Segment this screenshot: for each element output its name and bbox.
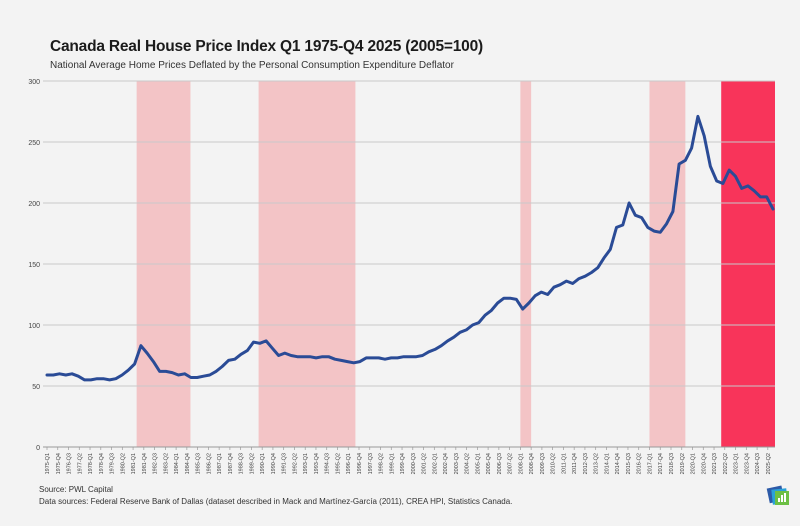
x-tick-label: 2021-Q3 [712, 453, 718, 474]
x-tick-label: 1984-Q1 [174, 453, 180, 474]
x-tick-label: 2004-Q2 [465, 453, 471, 474]
chart-title: Canada Real House Price Index Q1 1975-Q4… [50, 38, 483, 55]
x-tick-label: 1995-Q2 [335, 453, 341, 474]
series-line [45, 114, 775, 382]
series [45, 114, 775, 382]
x-tick-label: 2002-Q1 [432, 453, 438, 474]
x-tick-label: 2015-Q3 [626, 453, 632, 474]
x-tick-label: 1996-Q1 [346, 453, 352, 474]
x-tick-label: 1979-Q3 [110, 453, 116, 474]
x-tick-label: 1999-Q1 [389, 453, 395, 474]
x-tick-label: 2023-Q4 [744, 453, 750, 474]
x-tick-label: 1990-Q1 [260, 453, 266, 474]
gridlines [43, 80, 775, 448]
y-tick-label: 100 [28, 323, 40, 330]
x-tick-label: 2014-Q1 [604, 453, 610, 474]
x-tick-label: 2008-Q1 [518, 453, 524, 474]
x-tick-label: 2008-Q4 [529, 453, 535, 474]
x-tick-label: 2003-Q3 [454, 453, 460, 474]
x-tick-label: 1987-Q4 [228, 453, 234, 474]
data-sources-text: Data sources: Federal Reserve Bank of Da… [39, 497, 513, 506]
x-tick-label: 2020-Q4 [701, 453, 707, 474]
x-tick-label: 2020-Q1 [691, 453, 697, 474]
x-tick-label: 2009-Q3 [540, 453, 546, 474]
x-tick-label: 1978-Q4 [99, 453, 105, 474]
x-tick-label: 1999-Q4 [400, 453, 406, 474]
y-tick-label: 150 [28, 262, 40, 269]
x-tick-label: 1987-Q1 [217, 453, 223, 474]
x-tick-label: 2001-Q2 [422, 453, 428, 474]
x-tick-label: 2016-Q2 [637, 453, 643, 474]
x-tick-label: 2025-Q2 [766, 453, 772, 474]
x-tick-label: 1988-Q3 [239, 453, 245, 474]
x-tick-label: 2013-Q2 [594, 453, 600, 474]
x-tick-label: 1991-Q3 [282, 453, 288, 474]
x-tick-label: 1993-Q1 [303, 453, 309, 474]
source-text: Source: PWL Capital [39, 485, 113, 494]
x-tick-label: 1996-Q4 [357, 453, 363, 474]
x-tick-label: 2018-Q3 [669, 453, 675, 474]
x-tick-label: 1980-Q2 [120, 453, 126, 474]
x-tick-label: 2017-Q1 [647, 453, 653, 474]
bar-chart-logo-icon [766, 483, 790, 507]
x-tick-label: 1990-Q4 [271, 453, 277, 474]
x-tick-label: 2011-Q1 [561, 453, 567, 474]
x-tick-label: 2019-Q2 [680, 453, 686, 474]
x-tick-label: 2017-Q4 [658, 453, 664, 474]
x-tick-label: 1992-Q2 [292, 453, 298, 474]
y-tick-label: 300 [28, 79, 40, 86]
x-tick-label: 1998-Q2 [379, 453, 385, 474]
x-tick-label: 1986-Q2 [206, 453, 212, 474]
x-tick-label: 1984-Q4 [185, 453, 191, 474]
x-tick-label: 1981-Q1 [131, 453, 137, 474]
x-tick-label: 1978-Q1 [88, 453, 94, 474]
x-tick-label: 1976-Q3 [67, 453, 73, 474]
x-tick-label: 2002-Q4 [443, 453, 449, 474]
x-tick-label: 1994-Q3 [325, 453, 331, 474]
chart-subtitle: National Average Home Prices Deflated by… [50, 60, 454, 71]
y-tick-label: 250 [28, 140, 40, 147]
x-tick-label: 2010-Q2 [551, 453, 557, 474]
x-tick-label: 2007-Q2 [508, 453, 514, 474]
x-tick-label: 1982-Q3 [153, 453, 159, 474]
x-tick-label: 1975-Q1 [45, 453, 51, 474]
x-tick-label: 1997-Q3 [368, 453, 374, 474]
x-tick-label: 2011-Q4 [572, 453, 578, 474]
x-tick-label: 2024-Q3 [755, 453, 761, 474]
x-tick-label: 1977-Q2 [77, 453, 83, 474]
x-tick-label: 2006-Q3 [497, 453, 503, 474]
x-tick-label: 2000-Q3 [411, 453, 417, 474]
x-tick-label: 2022-Q2 [723, 453, 729, 474]
x-tick-label: 1993-Q4 [314, 453, 320, 474]
x-tick-label: 1985-Q3 [196, 453, 202, 474]
x-tick-label: 2014-Q4 [615, 453, 621, 474]
y-tick-label: 50 [32, 384, 40, 391]
y-tick-label: 0 [36, 445, 40, 452]
x-tick-label: 2005-Q1 [475, 453, 481, 474]
x-tick-label: 2012-Q3 [583, 453, 589, 474]
x-tick-label: 1975-Q4 [56, 453, 62, 474]
x-tick-label: 1983-Q2 [163, 453, 169, 474]
y-tick-label: 200 [28, 201, 40, 208]
x-tick-label: 1981-Q4 [142, 453, 148, 474]
x-tick-label: 1989-Q2 [249, 453, 255, 474]
x-axis-ticks: 1975-Q1 1975-Q4 1976-Q3 1977-Q2 1978-Q1 1978-… [45, 447, 772, 474]
y-axis-ticks: 0 50 100 150 200 250 300 [28, 79, 40, 452]
x-tick-label: 2023-Q1 [734, 453, 740, 474]
x-tick-label: 2005-Q4 [486, 453, 492, 474]
